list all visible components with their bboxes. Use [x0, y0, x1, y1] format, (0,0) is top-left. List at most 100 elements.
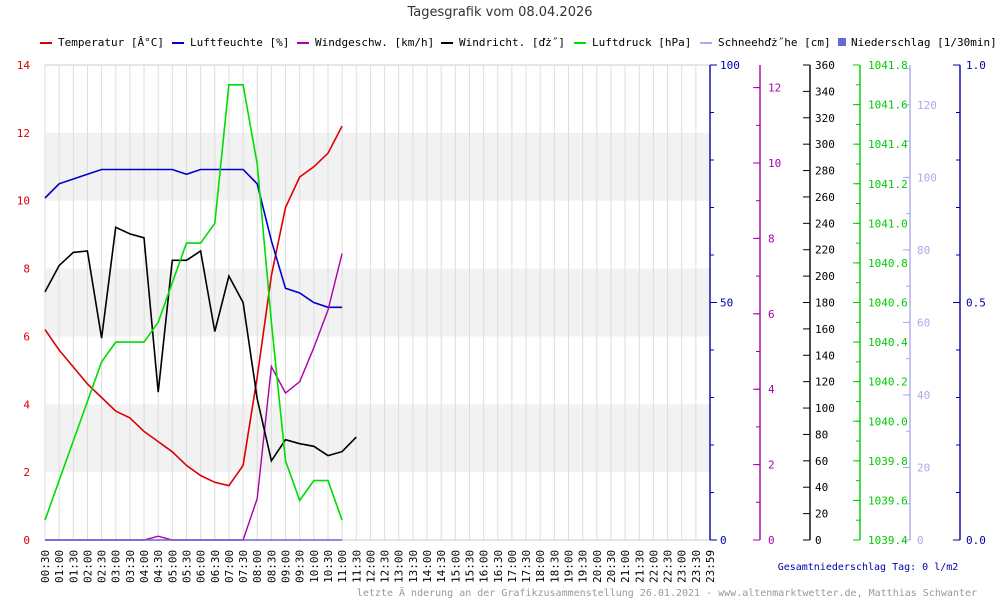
x-tick-label: 18:30 — [548, 550, 561, 583]
x-tick-label: 12:30 — [379, 550, 392, 583]
y-tick-label-wind_dir: 200 — [815, 270, 835, 283]
x-tick-label: 07:00 — [223, 550, 236, 583]
y-tick-label-pressure: 1039.6 — [868, 494, 908, 507]
y-tick-label-wind_dir: 300 — [815, 138, 835, 151]
y-tick-label-wind_dir: 20 — [815, 508, 828, 521]
series-line-0 — [44, 125, 343, 487]
y-tick-label-temp: 10 — [17, 195, 30, 208]
y-tick-label-wind_speed: 10 — [768, 157, 781, 170]
series-line-3 — [44, 226, 357, 463]
y-tick-label-rain: 1.0 — [966, 59, 986, 72]
x-tick-label: 10:00 — [308, 550, 321, 583]
x-tick-label: 09:30 — [294, 550, 307, 583]
x-tick-label: 23:30 — [690, 550, 703, 583]
x-tick-label: 19:00 — [563, 550, 576, 583]
y-tick-label-wind_dir: 220 — [815, 244, 835, 257]
y-tick-label-wind_dir: 100 — [815, 402, 835, 415]
series-line-1 — [44, 168, 343, 309]
x-tick-label: 18:00 — [534, 550, 547, 583]
y-tick-label-wind_dir: 40 — [815, 481, 828, 494]
legend-entry: Luftfeuchte [%] — [190, 36, 289, 49]
x-tick-label: 08:00 — [251, 550, 264, 583]
x-tick-labels: 00:30 01:00 01:30 02:00 02:30 03:00 03:30 04:00… — [39, 550, 717, 583]
y-tick-label-wind_dir: 360 — [815, 59, 835, 72]
x-tick-label: 10:30 — [322, 550, 335, 583]
y-tick-label-wind_dir: 140 — [815, 349, 835, 362]
x-tick-label: 06:00 — [195, 550, 208, 583]
x-tick-label: 03:00 — [110, 550, 123, 583]
y-tick-label-wind_dir: 180 — [815, 297, 835, 310]
x-tick-label: 01:00 — [53, 550, 66, 583]
x-tick-label: 09:00 — [280, 550, 293, 583]
y-tick-label-pressure: 1039.8 — [868, 455, 908, 468]
x-tick-label: 15:00 — [449, 550, 462, 583]
chart-title: Tagesgrafik vom 08.04.2026 — [406, 5, 592, 20]
axes: 0246810121405010002468101202040608010012… — [17, 59, 986, 547]
x-tick-label: 11:00 — [336, 550, 349, 583]
x-tick-label: 20:00 — [591, 550, 604, 583]
legend-entry: Temperatur [Â°C] — [58, 36, 164, 49]
footer-text: letzte Ä nderung an der Grafikzusammenst… — [357, 586, 977, 599]
y-tick-label-wind_dir: 120 — [815, 376, 835, 389]
x-tick-label: 01:30 — [67, 550, 80, 583]
x-tick-label: 12:00 — [364, 550, 377, 583]
x-tick-label: 11:30 — [350, 550, 363, 583]
y-tick-label-wind_dir: 160 — [815, 323, 835, 336]
y-tick-label-temp: 6 — [23, 330, 30, 343]
y-tick-label-snow: 0 — [917, 534, 924, 547]
y-tick-label-pressure: 1040.0 — [868, 415, 908, 428]
x-tick-label: 02:30 — [96, 550, 109, 583]
x-tick-label: 07:30 — [237, 550, 250, 583]
band-0 — [45, 404, 710, 473]
x-tick-label: 13:00 — [393, 550, 406, 583]
x-tick-label: 16:00 — [478, 550, 491, 583]
x-tick-label: 05:00 — [166, 550, 179, 583]
y-tick-label-rain: 0.5 — [966, 297, 986, 310]
x-tick-label: 04:00 — [138, 550, 151, 583]
x-tick-label: 20:30 — [605, 550, 618, 583]
x-tick-label: 16:30 — [492, 550, 505, 583]
y-tick-label-wind_dir: 260 — [815, 191, 835, 204]
x-tick-label: 23:59 — [704, 550, 717, 583]
legend-entry: Windgeschw. [km/h] — [315, 36, 434, 49]
y-tick-label-pressure: 1041.8 — [868, 59, 908, 72]
x-tick-label: 14:30 — [435, 550, 448, 583]
x-tick-label: 14:00 — [421, 550, 434, 583]
vertical-gridlines — [44, 65, 711, 540]
legend-entry: Luftdruck [hPa] — [592, 36, 691, 49]
x-tick-label: 23:00 — [676, 550, 689, 583]
y-tick-label-snow: 60 — [917, 316, 930, 329]
x-tick-label: 08:30 — [265, 550, 278, 583]
y-tick-label-snow: 100 — [917, 171, 937, 184]
y-tick-label-pressure: 1041.0 — [868, 217, 908, 230]
x-tick-label: 17:00 — [506, 550, 519, 583]
y-tick-label-humidity: 100 — [720, 59, 740, 72]
y-tick-label-temp: 14 — [17, 59, 31, 72]
total-rain-text: Gesamtniederschlag Tag: 0 l/m2 — [778, 562, 959, 573]
x-tick-label: 21:00 — [619, 550, 632, 583]
x-tick-label: 21:30 — [633, 550, 646, 583]
y-tick-label-wind_dir: 320 — [815, 112, 835, 125]
y-tick-label-wind_speed: 6 — [768, 308, 775, 321]
y-tick-label-pressure: 1041.4 — [868, 138, 908, 151]
y-tick-label-pressure: 1040.4 — [868, 336, 908, 349]
y-tick-label-wind_dir: 0 — [815, 534, 822, 547]
y-tick-label-humidity: 50 — [720, 297, 733, 310]
y-tick-label-humidity: 0 — [720, 534, 727, 547]
band-1 — [45, 268, 710, 337]
y-tick-label-snow: 120 — [917, 99, 937, 112]
y-tick-label-temp: 2 — [23, 466, 30, 479]
y-tick-label-wind_speed: 12 — [768, 82, 781, 95]
x-tick-label: 15:30 — [463, 550, 476, 583]
x-tick-label: 03:30 — [124, 550, 137, 583]
x-tick-label: 06:30 — [209, 550, 222, 583]
y-tick-label-pressure: 1039.4 — [868, 534, 908, 547]
y-tick-label-wind_dir: 340 — [815, 85, 835, 98]
y-tick-label-wind_speed: 4 — [768, 383, 775, 396]
y-tick-label-rain: 0.0 — [966, 534, 986, 547]
x-tick-label: 22:00 — [647, 550, 660, 583]
y-tick-label-snow: 80 — [917, 244, 930, 257]
band-2 — [45, 132, 710, 201]
x-tick-label: 05:30 — [180, 550, 193, 583]
